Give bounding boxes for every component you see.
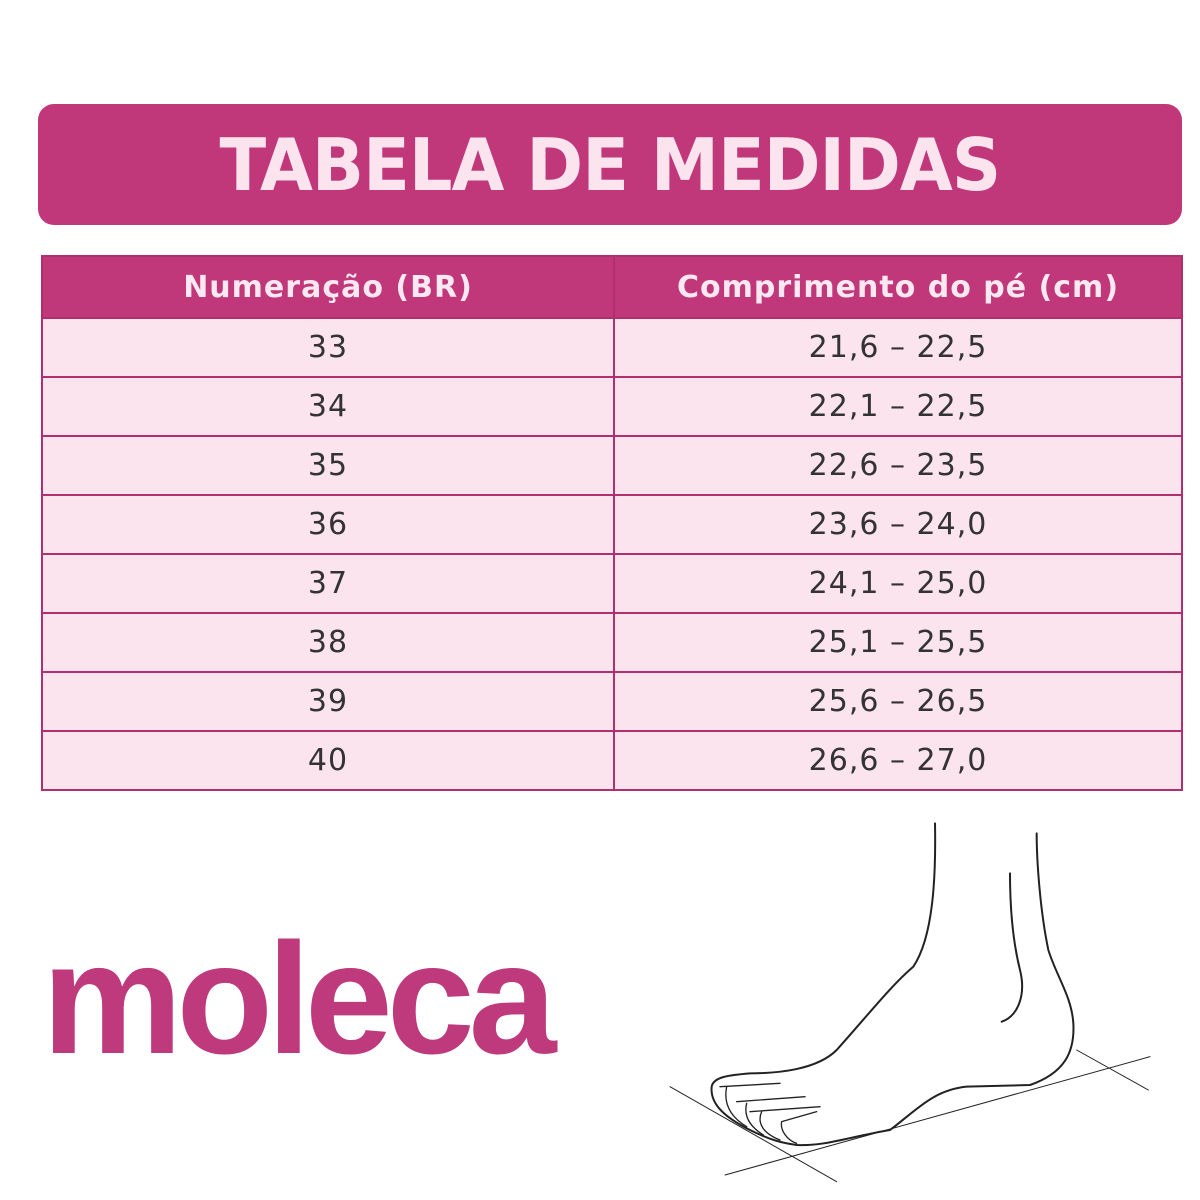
size-cell: 33 xyxy=(41,317,615,378)
foot-length-cell: 22,6 – 23,5 xyxy=(613,435,1183,496)
table-row: 36 23,6 – 24,0 xyxy=(41,494,1183,555)
foot-length-cell: 26,6 – 27,0 xyxy=(613,730,1183,791)
measure-lines xyxy=(669,1049,1151,1183)
table-row: 37 24,1 – 25,0 xyxy=(41,553,1183,614)
foot-length-cell: 25,1 – 25,5 xyxy=(613,612,1183,673)
size-cell: 38 xyxy=(41,612,615,673)
foot-length-cell: 25,6 – 26,5 xyxy=(613,671,1183,732)
table-row: 33 21,6 – 22,5 xyxy=(41,317,1183,378)
size-table: Numeração (BR) Comprimento do pé (cm) 33… xyxy=(41,255,1183,791)
size-cell: 39 xyxy=(41,671,615,732)
size-cell: 36 xyxy=(41,494,615,555)
header-foot-length: Comprimento do pé (cm) xyxy=(613,255,1183,319)
toe-lines xyxy=(719,1082,821,1144)
table-header-row: Numeração (BR) Comprimento do pé (cm) xyxy=(41,255,1183,319)
size-cell: 34 xyxy=(41,376,615,437)
table-row: 38 25,1 – 25,5 xyxy=(41,612,1183,673)
size-cell: 35 xyxy=(41,435,615,496)
ankle-line xyxy=(1000,872,1024,1023)
table-row: 34 22,1 – 22,5 xyxy=(41,376,1183,437)
foot-length-cell: 24,1 – 25,0 xyxy=(613,553,1183,614)
page-title: TABELA DE MEDIDAS xyxy=(219,122,1002,207)
moleca-logo: moleca xyxy=(42,911,557,1087)
size-cell: 40 xyxy=(41,730,615,791)
foot-length-cell: 21,6 – 22,5 xyxy=(613,317,1183,378)
header-size: Numeração (BR) xyxy=(41,255,615,319)
foot-length-cell: 23,6 – 24,0 xyxy=(613,494,1183,555)
foot-outline xyxy=(710,822,1075,1147)
foot-illustration xyxy=(669,822,1151,1183)
size-cell: 37 xyxy=(41,553,615,614)
title-banner: TABELA DE MEDIDAS xyxy=(38,104,1182,225)
foot-length-cell: 22,1 – 22,5 xyxy=(613,376,1183,437)
table-row: 35 22,6 – 23,5 xyxy=(41,435,1183,496)
table-row: 39 25,6 – 26,5 xyxy=(41,671,1183,732)
table-row: 40 26,6 – 27,0 xyxy=(41,730,1183,791)
